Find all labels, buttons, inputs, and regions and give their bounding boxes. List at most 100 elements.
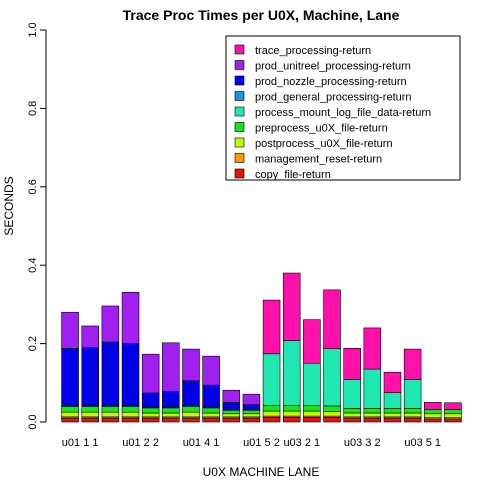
bar-segment-prod_nozzle_processing-return [61, 348, 79, 406]
legend-item: preprocess_u0X_file-return [234, 122, 388, 135]
bar-segment-preprocess_u0X_file-return [424, 409, 442, 415]
bar-segment-copy_file-return [403, 417, 422, 423]
bar-stack [323, 289, 341, 423]
bar-segment-preprocess_u0X_file-return [444, 409, 462, 415]
bar-segment-preprocess_u0X_file-return [242, 409, 261, 415]
legend-item: trace_processing-return [234, 44, 371, 57]
bar-segment-process_mount_log_file_data-return [303, 362, 321, 406]
legend-label: prod_general_processing-return [255, 92, 412, 104]
bar-segment-preprocess_u0X_file-return [81, 406, 99, 413]
legend-label: management_reset-return [255, 154, 382, 166]
bar-stack [162, 342, 180, 423]
bar-segment-postprocess_u0X_file-return [262, 410, 281, 417]
bar-segment-postprocess_u0X_file-return [101, 411, 120, 418]
bar-segment-postprocess_u0X_file-return [403, 412, 422, 418]
bar-segment-trace_processing-return [343, 348, 361, 380]
bar-stack [61, 311, 79, 423]
bar-segment-preprocess_u0X_file-return [61, 406, 79, 413]
x-tick-label: u01 1 1 [62, 437, 99, 449]
x-axis-title: U0X MACHINE LANE [203, 465, 320, 479]
bar-segment-postprocess_u0X_file-return [81, 411, 99, 418]
x-axis: u01 1 1 u01 2 2 u01 4 1 u01 5 2 u03 2 1 u03 3… [62, 437, 441, 449]
bar-segment-preprocess_u0X_file-return [323, 405, 341, 412]
legend-item: copy_file-return [234, 168, 331, 181]
bar-segment-preprocess_u0X_file-return [141, 407, 160, 414]
y-tick-label: 0.8 [27, 101, 39, 116]
bar-segment-postprocess_u0X_file-return [323, 411, 341, 417]
bar-stack [303, 319, 321, 423]
bar-segment-copy_file-return [202, 417, 220, 423]
bar-segment-process_mount_log_file_data-return [282, 340, 301, 406]
bar-segment-process_mount_log_file_data-return [383, 392, 402, 409]
bar-segment-prod_nozzle_processing-return [222, 402, 241, 410]
bar-segment-prod_unitreel_processing-return [182, 348, 200, 382]
bar-segment-copy_file-return [424, 418, 442, 423]
legend-label: prod_nozzle_processing-return [255, 76, 407, 88]
bar-segment-prod_nozzle_processing-return [101, 341, 120, 406]
bar-segment-copy_file-return [101, 417, 120, 423]
x-tick-label: u03 3 2 [344, 437, 381, 449]
bar-segment-postprocess_u0X_file-return [121, 411, 140, 418]
bar-segment-prod_unitreel_processing-return [162, 342, 180, 392]
bar-segment-prod_unitreel_processing-return [242, 393, 261, 406]
bar-segment-process_mount_log_file_data-return [323, 348, 341, 407]
bar-segment-preprocess_u0X_file-return [363, 407, 382, 414]
legend-swatch [234, 168, 245, 179]
y-tick-label: 1.0 [27, 22, 39, 37]
bar-segment-copy_file-return [363, 417, 382, 423]
bar-segment-copy_file-return [383, 417, 402, 423]
bar-stack [222, 389, 241, 423]
legend-label: postprocess_u0X_file-return [255, 138, 393, 150]
bar-stack [403, 348, 422, 423]
bar-segment-prod_unitreel_processing-return [121, 291, 140, 344]
bar-segment-postprocess_u0X_file-return [363, 412, 382, 418]
bar-segment-prod_unitreel_processing-return [202, 355, 220, 386]
bar-stack [101, 305, 120, 423]
bar-segment-preprocess_u0X_file-return [121, 406, 140, 413]
bar-stack [444, 402, 462, 423]
bar-segment-process_mount_log_file_data-return [262, 353, 281, 406]
bar-segment-copy_file-return [162, 417, 180, 423]
bar-segment-preprocess_u0X_file-return [383, 407, 402, 414]
bar-segment-postprocess_u0X_file-return [383, 412, 402, 418]
legend-item: postprocess_u0X_file-return [234, 137, 393, 150]
legend-swatch [234, 153, 245, 163]
bar-segment-trace_processing-return [262, 299, 281, 355]
bar-segment-copy_file-return [81, 417, 99, 423]
bar-segment-preprocess_u0X_file-return [343, 407, 361, 414]
legend-item: process_mount_log_file_data-return [234, 106, 431, 119]
legend-label: trace_processing-return [255, 45, 371, 57]
legend-label: copy_file-return [255, 169, 331, 181]
bar-segment-preprocess_u0X_file-return [162, 407, 180, 414]
bar-segment-trace_processing-return [363, 327, 382, 370]
bar-segment-copy_file-return [444, 418, 462, 423]
bar-segment-trace_processing-return [444, 402, 462, 410]
bar-segment-copy_file-return [343, 417, 361, 423]
y-axis: 0.0 0.2 0.4 0.6 0.8 1.0 [27, 22, 47, 430]
legend-swatch [234, 44, 245, 55]
legend-swatch [234, 137, 245, 148]
bar-stack [182, 348, 200, 423]
bar-segment-trace_processing-return [383, 371, 402, 393]
chart-title: Trace Proc Times per U0X, Machine, Lane [123, 7, 400, 23]
bar-segment-prod_unitreel_processing-return [141, 353, 160, 394]
bar-segment-trace_processing-return [403, 348, 422, 380]
legend-item: prod_nozzle_processing-return [234, 75, 407, 88]
y-tick-label: 0.2 [27, 336, 39, 351]
x-tick-label: u01 2 2 [122, 437, 159, 449]
bar-stack [81, 325, 99, 423]
bar-segment-postprocess_u0X_file-return [343, 412, 361, 418]
bar-stack [202, 355, 220, 423]
bar-segment-process_mount_log_file_data-return [363, 368, 382, 409]
bar-stack [383, 371, 402, 423]
y-tick-label: 0.6 [27, 179, 39, 194]
bar-segment-prod_unitreel_processing-return [101, 305, 120, 343]
bar-segment-prod_unitreel_processing-return [81, 325, 99, 348]
bar-segment-trace_processing-return [303, 319, 321, 364]
legend-box [225, 35, 461, 181]
bar-segment-preprocess_u0X_file-return [282, 405, 301, 412]
legend-label: preprocess_u0X_file-return [255, 123, 388, 135]
bar-segment-preprocess_u0X_file-return [101, 406, 120, 413]
bar-segment-postprocess_u0X_file-return [242, 413, 261, 418]
y-tick-label: 0.4 [27, 258, 39, 273]
